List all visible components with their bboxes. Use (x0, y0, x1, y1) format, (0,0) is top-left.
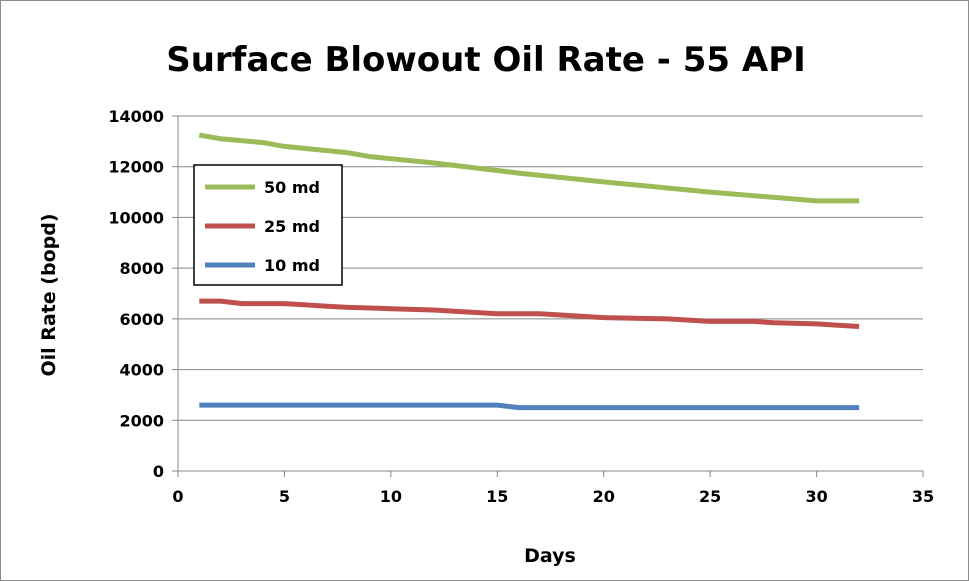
series-line-50-md (198, 132, 860, 204)
x-tick-label: 5 (279, 487, 290, 506)
x-tick-label: 25 (699, 487, 721, 506)
series-line-10-md (199, 402, 860, 411)
y-tick-label: 6000 (119, 310, 164, 329)
x-tick-label: 10 (380, 487, 402, 506)
legend: 50 md 25 md 10 md (193, 164, 343, 286)
series-line-25-md (199, 298, 860, 329)
y-tick-label: 10000 (108, 208, 164, 227)
y-tick-label: 4000 (119, 361, 164, 380)
y-tick-label: 8000 (119, 259, 164, 278)
x-tick-label: 35 (912, 487, 934, 506)
series-layer (198, 132, 860, 411)
chart-title: Surface Blowout Oil Rate - 55 API (166, 40, 806, 80)
y-tick-label: 14000 (108, 107, 164, 126)
y-tick-label: 12000 (108, 158, 164, 177)
y-axis-title: Oil Rate (bopd) (38, 213, 60, 376)
y-tick-label: 2000 (119, 411, 164, 430)
legend-label: 25 md (264, 217, 320, 236)
x-tick-label: 20 (593, 487, 615, 506)
x-tick-label: 30 (805, 487, 827, 506)
legend-label: 10 md (264, 256, 320, 275)
x-tick-label: 15 (486, 487, 508, 506)
legend-label: 50 md (264, 178, 320, 197)
axes: 0 2000 4000 6000 8000 10000 12000 14000 0 5 10 15 20… (108, 107, 934, 506)
x-tick-label: 0 (172, 487, 183, 506)
y-tick-label: 0 (153, 462, 164, 481)
x-axis-title: Days (524, 545, 576, 567)
